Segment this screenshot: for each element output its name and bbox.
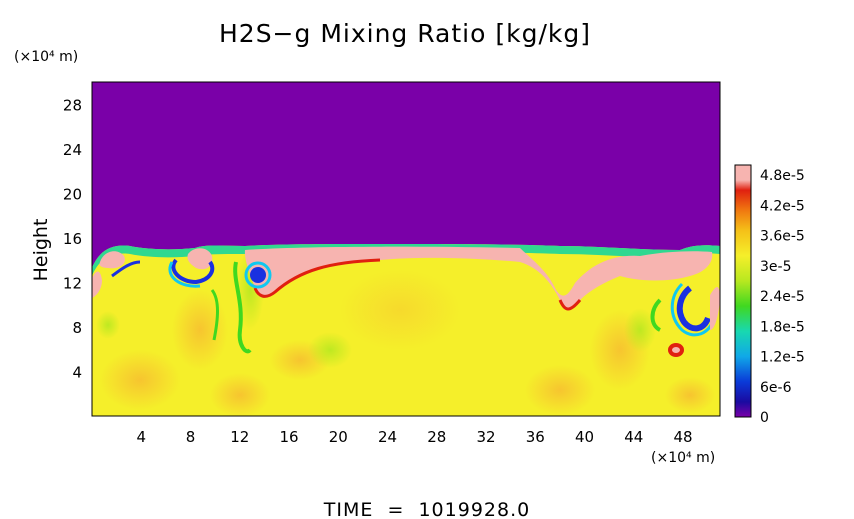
colorbar	[734, 164, 752, 418]
colorbar-tick-label: 2.4e-5	[760, 289, 805, 305]
x-tick-label: 12	[230, 428, 249, 446]
y-axis-unit: (×10⁴ m)	[14, 49, 78, 65]
field-vortex	[244, 261, 272, 289]
field-patch	[210, 373, 270, 416]
colorbar-tick-label: 1.2e-5	[760, 350, 805, 366]
heatmap-field	[92, 82, 720, 416]
colorbar-tick-label: 1.8e-5	[760, 319, 805, 335]
field-patch	[340, 270, 460, 350]
x-tick-label: 48	[674, 428, 693, 446]
colorbar-tick-label: 4.8e-5	[760, 168, 805, 184]
x-tick-label: 8	[186, 428, 196, 446]
field-edge	[253, 258, 381, 298]
x-tick-label: 32	[476, 428, 495, 446]
y-tick-label: 4	[72, 363, 82, 381]
field-vortex	[250, 267, 266, 283]
y-axis-ticks: 4 8 12 16 20 24 28	[63, 96, 82, 381]
x-tick-label: 16	[279, 428, 298, 446]
y-axis-label: Height	[30, 219, 52, 282]
field-high-band	[244, 246, 713, 309]
field-vortex	[210, 289, 219, 341]
x-tick-label: 20	[329, 428, 348, 446]
x-tick-label: 36	[526, 428, 545, 446]
field-vortex	[650, 298, 662, 332]
x-tick-label: 28	[427, 428, 446, 446]
colorbar-tick-label: 6e-6	[760, 380, 792, 396]
field-patch	[308, 332, 352, 368]
field-vortex	[111, 260, 141, 278]
x-axis-unit: (×10⁴ m)	[651, 450, 715, 466]
x-tick-label: 44	[624, 428, 643, 446]
field-edge	[558, 299, 582, 311]
x-axis-ticks: 4 8 12 16 20 24 28 32 36 40 44 48	[136, 428, 692, 446]
field-patch	[96, 311, 120, 339]
y-tick-label: 20	[63, 185, 82, 203]
y-tick-label: 24	[63, 141, 82, 159]
field-vortex	[672, 347, 680, 353]
colorbar-labels: 4.8e-5 4.2e-5 3.6e-5 3e-5 2.4e-5 1.8e-5 1.2e-5…	[760, 168, 805, 426]
field-patch	[100, 350, 180, 410]
field-patch	[624, 308, 656, 352]
field-vortex	[171, 258, 215, 285]
plot-frame	[91, 81, 721, 417]
time-label: TIME = 1019928.0	[323, 499, 530, 519]
colorbar-tick-label: 4.2e-5	[760, 198, 805, 214]
y-tick-label: 12	[63, 274, 82, 292]
field-vortex	[168, 261, 201, 288]
colorbar-tick-label: 3.6e-5	[760, 229, 805, 245]
field-vortex	[670, 282, 716, 337]
field-patch	[665, 377, 715, 413]
y-tick-label: 8	[72, 319, 82, 337]
field-vortex	[710, 286, 720, 330]
field-blob	[187, 248, 213, 270]
y-tick-label: 28	[63, 96, 82, 114]
colorbar-tick-label: 0	[760, 410, 769, 426]
field-vortex	[676, 285, 711, 332]
colorbar-tick-label: 3e-5	[760, 259, 791, 275]
field-blob	[92, 271, 102, 298]
x-tick-label: 24	[378, 428, 397, 446]
field-blob	[99, 251, 125, 269]
x-tick-label: 40	[575, 428, 594, 446]
y-tick-label: 16	[63, 230, 82, 248]
field-vortex	[233, 261, 252, 354]
field-patch	[525, 365, 595, 415]
field-upper	[92, 82, 720, 268]
field-patch	[172, 290, 228, 370]
chart-title: H2S−g Mixing Ratio [kg/kg]	[219, 19, 591, 48]
x-tick-label: 4	[136, 428, 146, 446]
